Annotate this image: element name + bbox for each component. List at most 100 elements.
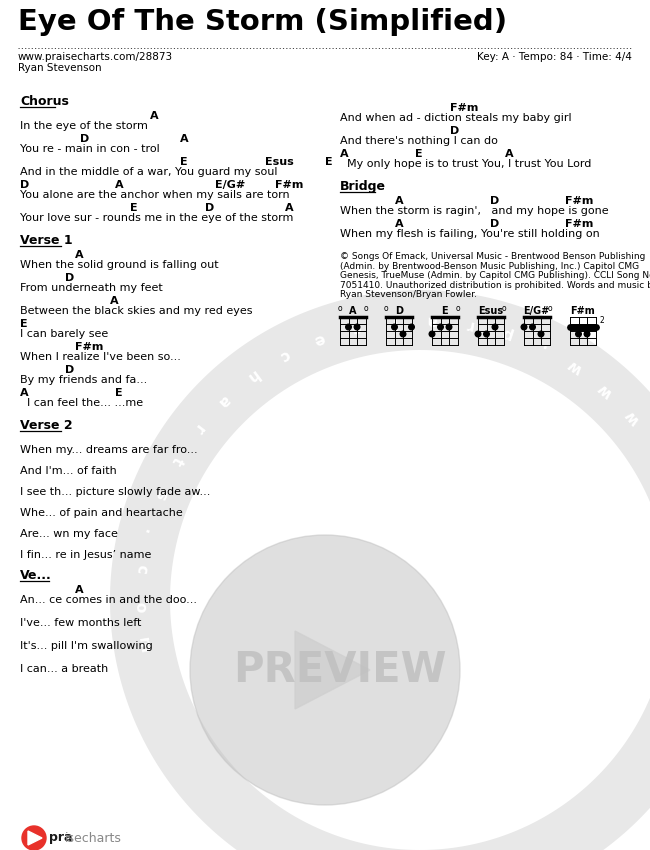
Text: D: D [20,180,29,190]
Text: Eye Of The Storm (Simplified): Eye Of The Storm (Simplified) [18,8,507,36]
Text: 2: 2 [599,315,605,325]
Text: F#m: F#m [571,305,595,315]
Text: My only hope is to trust You, I trust You Lord: My only hope is to trust You, I trust Yo… [340,159,592,169]
Text: A: A [75,585,84,595]
Text: I see th... picture slowly fade aw...: I see th... picture slowly fade aw... [20,487,211,497]
Text: o: o [455,303,460,313]
Text: I fin... re in Jesus’ name: I fin... re in Jesus’ name [20,550,151,560]
Text: A: A [340,149,348,159]
Text: .: . [140,527,157,536]
Text: When I realize I've been so...: When I realize I've been so... [20,352,181,362]
Text: When my flesh is failing, You're still holding on: When my flesh is failing, You're still h… [340,229,600,239]
Text: A: A [285,203,294,213]
Text: o: o [384,303,388,313]
Circle shape [22,826,46,850]
Text: a: a [214,392,233,410]
Circle shape [446,324,452,330]
Circle shape [400,332,406,337]
Text: PREVIEW: PREVIEW [233,649,447,691]
Text: (Admin. by Brentwood-Benson Music Publishing, Inc.) Capitol CMG: (Admin. by Brentwood-Benson Music Publis… [340,262,639,270]
Text: i: i [390,314,396,329]
Text: E: E [441,305,448,315]
Text: D: D [395,305,403,315]
Polygon shape [110,290,650,850]
Text: And there's nothing I can do: And there's nothing I can do [340,136,498,146]
Circle shape [346,324,351,330]
Text: D: D [490,219,499,229]
Text: c: c [277,346,292,364]
Text: E: E [325,157,333,167]
Text: A: A [75,250,84,260]
Text: Chorus: Chorus [20,95,69,108]
Text: Between the black skies and my red eyes: Between the black skies and my red eyes [20,306,252,316]
Text: h: h [244,366,261,385]
Text: You alone are the anchor when my sails are torn: You alone are the anchor when my sails a… [20,190,290,200]
Text: I can... a breath: I can... a breath [20,664,109,674]
Text: © Songs Of Emack, Universal Music - Brentwood Benson Publishing: © Songs Of Emack, Universal Music - Bren… [340,252,645,261]
Text: Genesis, TrueMuse (Admin. by Capitol CMG Publishing). CCLI Song No.: Genesis, TrueMuse (Admin. by Capitol CMG… [340,271,650,280]
Text: I've... few months left: I've... few months left [20,618,142,628]
Text: E/G#: E/G# [524,305,550,315]
Text: A: A [110,296,118,306]
Text: r: r [190,422,207,437]
Text: F#m: F#m [450,103,478,113]
Text: o: o [338,303,343,313]
Text: t: t [168,454,185,468]
Text: In the eye of the storm: In the eye of the storm [20,121,148,131]
Circle shape [190,535,460,805]
Text: F#m: F#m [275,180,304,190]
Text: From underneath my feet: From underneath my feet [20,283,162,293]
Text: And I'm... of faith: And I'm... of faith [20,466,117,476]
Circle shape [429,332,435,337]
Text: www.praisecharts.com/28873: www.praisecharts.com/28873 [18,52,173,62]
Circle shape [475,332,481,337]
Text: A: A [150,111,159,121]
Text: D: D [450,126,460,136]
Text: o: o [547,303,552,313]
Text: And in the middle of a war, You guard my soul: And in the middle of a war, You guard my… [20,167,278,177]
Text: I can barely see: I can barely see [20,329,109,339]
Text: Verse 2: Verse 2 [20,419,73,432]
Text: When the storm is ragin',   and my hope is gone: When the storm is ragin', and my hope is… [340,206,608,216]
Circle shape [538,332,544,337]
Text: An... ce comes in and the doo...: An... ce comes in and the doo... [20,595,197,605]
Text: c: c [134,564,150,575]
Circle shape [354,324,360,330]
Text: You re - main in con - trol: You re - main in con - trol [20,144,160,154]
Circle shape [584,332,590,337]
Text: E/G#: E/G# [215,180,245,190]
Text: r: r [465,316,474,332]
Text: E: E [115,388,123,398]
Text: A: A [180,134,188,144]
Circle shape [492,324,498,330]
Text: e: e [312,330,327,348]
Text: Verse 1: Verse 1 [20,234,73,247]
Circle shape [392,324,397,330]
Text: pra: pra [49,831,73,845]
Text: Esus: Esus [478,305,503,315]
Text: m: m [135,637,152,654]
Text: D: D [65,365,74,375]
Text: w: w [595,380,616,400]
Circle shape [409,324,414,330]
Text: Are... wn my face: Are... wn my face [20,529,118,539]
Text: By my friends and fa...: By my friends and fa... [20,375,148,385]
Text: A: A [505,149,514,159]
Text: Key: A · Tempo: 84 · Time: 4/4: Key: A · Tempo: 84 · Time: 4/4 [477,52,632,62]
Text: F#m: F#m [75,342,103,352]
Text: Ryan Stevenson/Bryan Fowler.: Ryan Stevenson/Bryan Fowler. [340,290,477,299]
Text: A: A [115,180,124,190]
Text: D: D [205,203,214,213]
Text: Your love sur - rounds me in the eye of the storm: Your love sur - rounds me in the eye of … [20,213,293,223]
Text: Whe... of pain and heartache: Whe... of pain and heartache [20,508,183,518]
Text: Ve...: Ve... [20,569,52,582]
Text: w: w [622,407,643,428]
Text: A: A [349,305,356,315]
Text: E: E [180,157,188,167]
Text: A: A [395,196,404,206]
Text: A: A [20,388,29,398]
Text: D: D [80,134,89,144]
Polygon shape [28,831,42,845]
Circle shape [484,332,489,337]
Circle shape [437,324,443,330]
